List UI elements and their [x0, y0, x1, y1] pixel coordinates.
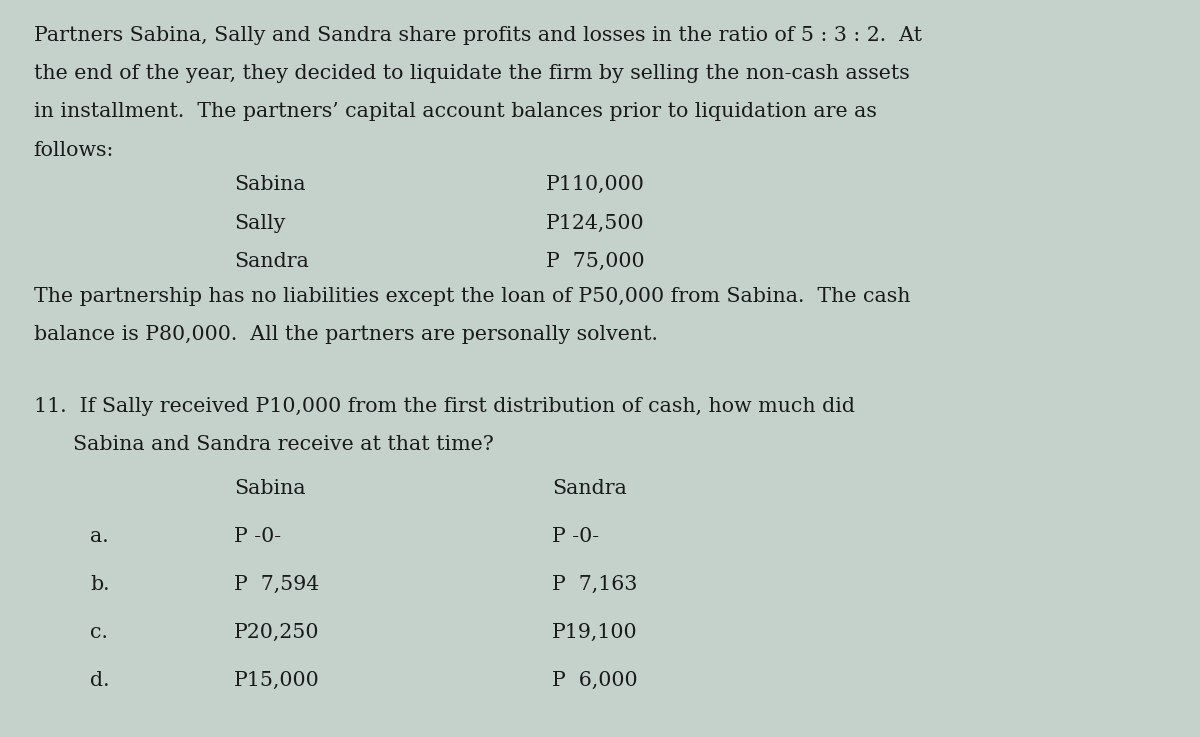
- Text: P15,000: P15,000: [234, 671, 319, 690]
- Text: Sandra: Sandra: [234, 252, 308, 271]
- Text: follows:: follows:: [34, 141, 114, 160]
- Text: Sabina and Sandra receive at that time?: Sabina and Sandra receive at that time?: [34, 435, 493, 454]
- Text: the end of the year, they decided to liquidate the firm by selling the non-cash : the end of the year, they decided to liq…: [34, 64, 910, 83]
- Text: P124,500: P124,500: [546, 214, 644, 233]
- Text: balance is P80,000.  All the partners are personally solvent.: balance is P80,000. All the partners are…: [34, 325, 658, 344]
- Text: Sandra: Sandra: [552, 479, 626, 498]
- Text: P  7,594: P 7,594: [234, 575, 319, 594]
- Text: P -0-: P -0-: [234, 527, 281, 546]
- Text: b.: b.: [90, 575, 109, 594]
- Text: P  6,000: P 6,000: [552, 671, 637, 690]
- Text: P110,000: P110,000: [546, 175, 644, 195]
- Text: Sally: Sally: [234, 214, 286, 233]
- Text: P -0-: P -0-: [552, 527, 599, 546]
- Text: Sabina: Sabina: [234, 479, 306, 498]
- Text: P20,250: P20,250: [234, 623, 319, 642]
- Text: a.: a.: [90, 527, 109, 546]
- Text: P  75,000: P 75,000: [546, 252, 644, 271]
- Text: d.: d.: [90, 671, 109, 690]
- Text: c.: c.: [90, 623, 108, 642]
- Text: in installment.  The partners’ capital account balances prior to liquidation are: in installment. The partners’ capital ac…: [34, 102, 876, 122]
- Text: P19,100: P19,100: [552, 623, 637, 642]
- Text: P  7,163: P 7,163: [552, 575, 637, 594]
- Text: Partners Sabina, Sally and Sandra share profits and losses in the ratio of 5 : 3: Partners Sabina, Sally and Sandra share …: [34, 26, 922, 45]
- Text: The partnership has no liabilities except the loan of P50,000 from Sabina.  The : The partnership has no liabilities excep…: [34, 287, 910, 306]
- Text: 11.  If Sally received P10,000 from the first distribution of cash, how much did: 11. If Sally received P10,000 from the f…: [34, 397, 854, 416]
- Text: Sabina: Sabina: [234, 175, 306, 195]
